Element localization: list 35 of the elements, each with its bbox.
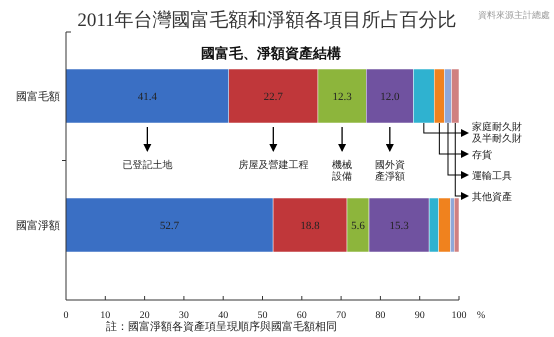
data-label: 12.3 bbox=[332, 91, 352, 103]
x-tick-label: 40 bbox=[218, 310, 228, 321]
chart-title: 2011年台灣國富毛額和淨額各項目所占百分比 bbox=[77, 9, 457, 31]
x-axis-title: % bbox=[476, 310, 486, 321]
series-label: 國外資產淨額 bbox=[374, 159, 405, 182]
x-tick-label: 10 bbox=[100, 310, 110, 321]
text: 存貨 bbox=[472, 149, 492, 161]
x-tick-label: 0 bbox=[64, 310, 68, 321]
data-label: 22.7 bbox=[264, 91, 284, 103]
text: 已登記土地 bbox=[122, 159, 172, 171]
x-tick-label: 20 bbox=[140, 310, 150, 321]
data-label: 15.3 bbox=[389, 220, 410, 232]
series-label: 機械設備 bbox=[332, 159, 352, 182]
x-tick-label: 80 bbox=[375, 310, 386, 321]
y-tick-label: 國富毛額 bbox=[16, 90, 60, 103]
text: 國富毛、淨額資產結構 bbox=[201, 45, 341, 62]
text: 運輸工具 bbox=[472, 170, 512, 182]
x-tick-label: 50 bbox=[258, 310, 268, 321]
x-tick-label: 30 bbox=[178, 310, 189, 321]
text: 家庭耐久財及半耐久財 bbox=[472, 121, 522, 144]
bar bbox=[454, 198, 460, 252]
data-label: 41.4 bbox=[138, 91, 158, 103]
text: 房屋及營建工程 bbox=[238, 159, 308, 171]
data-label: 18.8 bbox=[300, 220, 320, 232]
text: 資料來源主計總處 bbox=[478, 10, 550, 21]
text: 註：國富淨額各資產項呈現順序與國富毛額相同 bbox=[106, 320, 337, 333]
y-tick-label: 國富淨額 bbox=[16, 219, 60, 232]
data-label: 5.6 bbox=[351, 220, 366, 232]
x-tick-label: 60 bbox=[296, 310, 307, 321]
x-tick-label: 70 bbox=[336, 310, 346, 321]
x-tick-label: 100 bbox=[452, 310, 466, 321]
data-label: 52.7 bbox=[160, 220, 180, 232]
x-tick-label: 90 bbox=[414, 310, 425, 321]
data-label: 12.0 bbox=[380, 91, 400, 103]
series-label: 其他資產 bbox=[472, 191, 512, 203]
